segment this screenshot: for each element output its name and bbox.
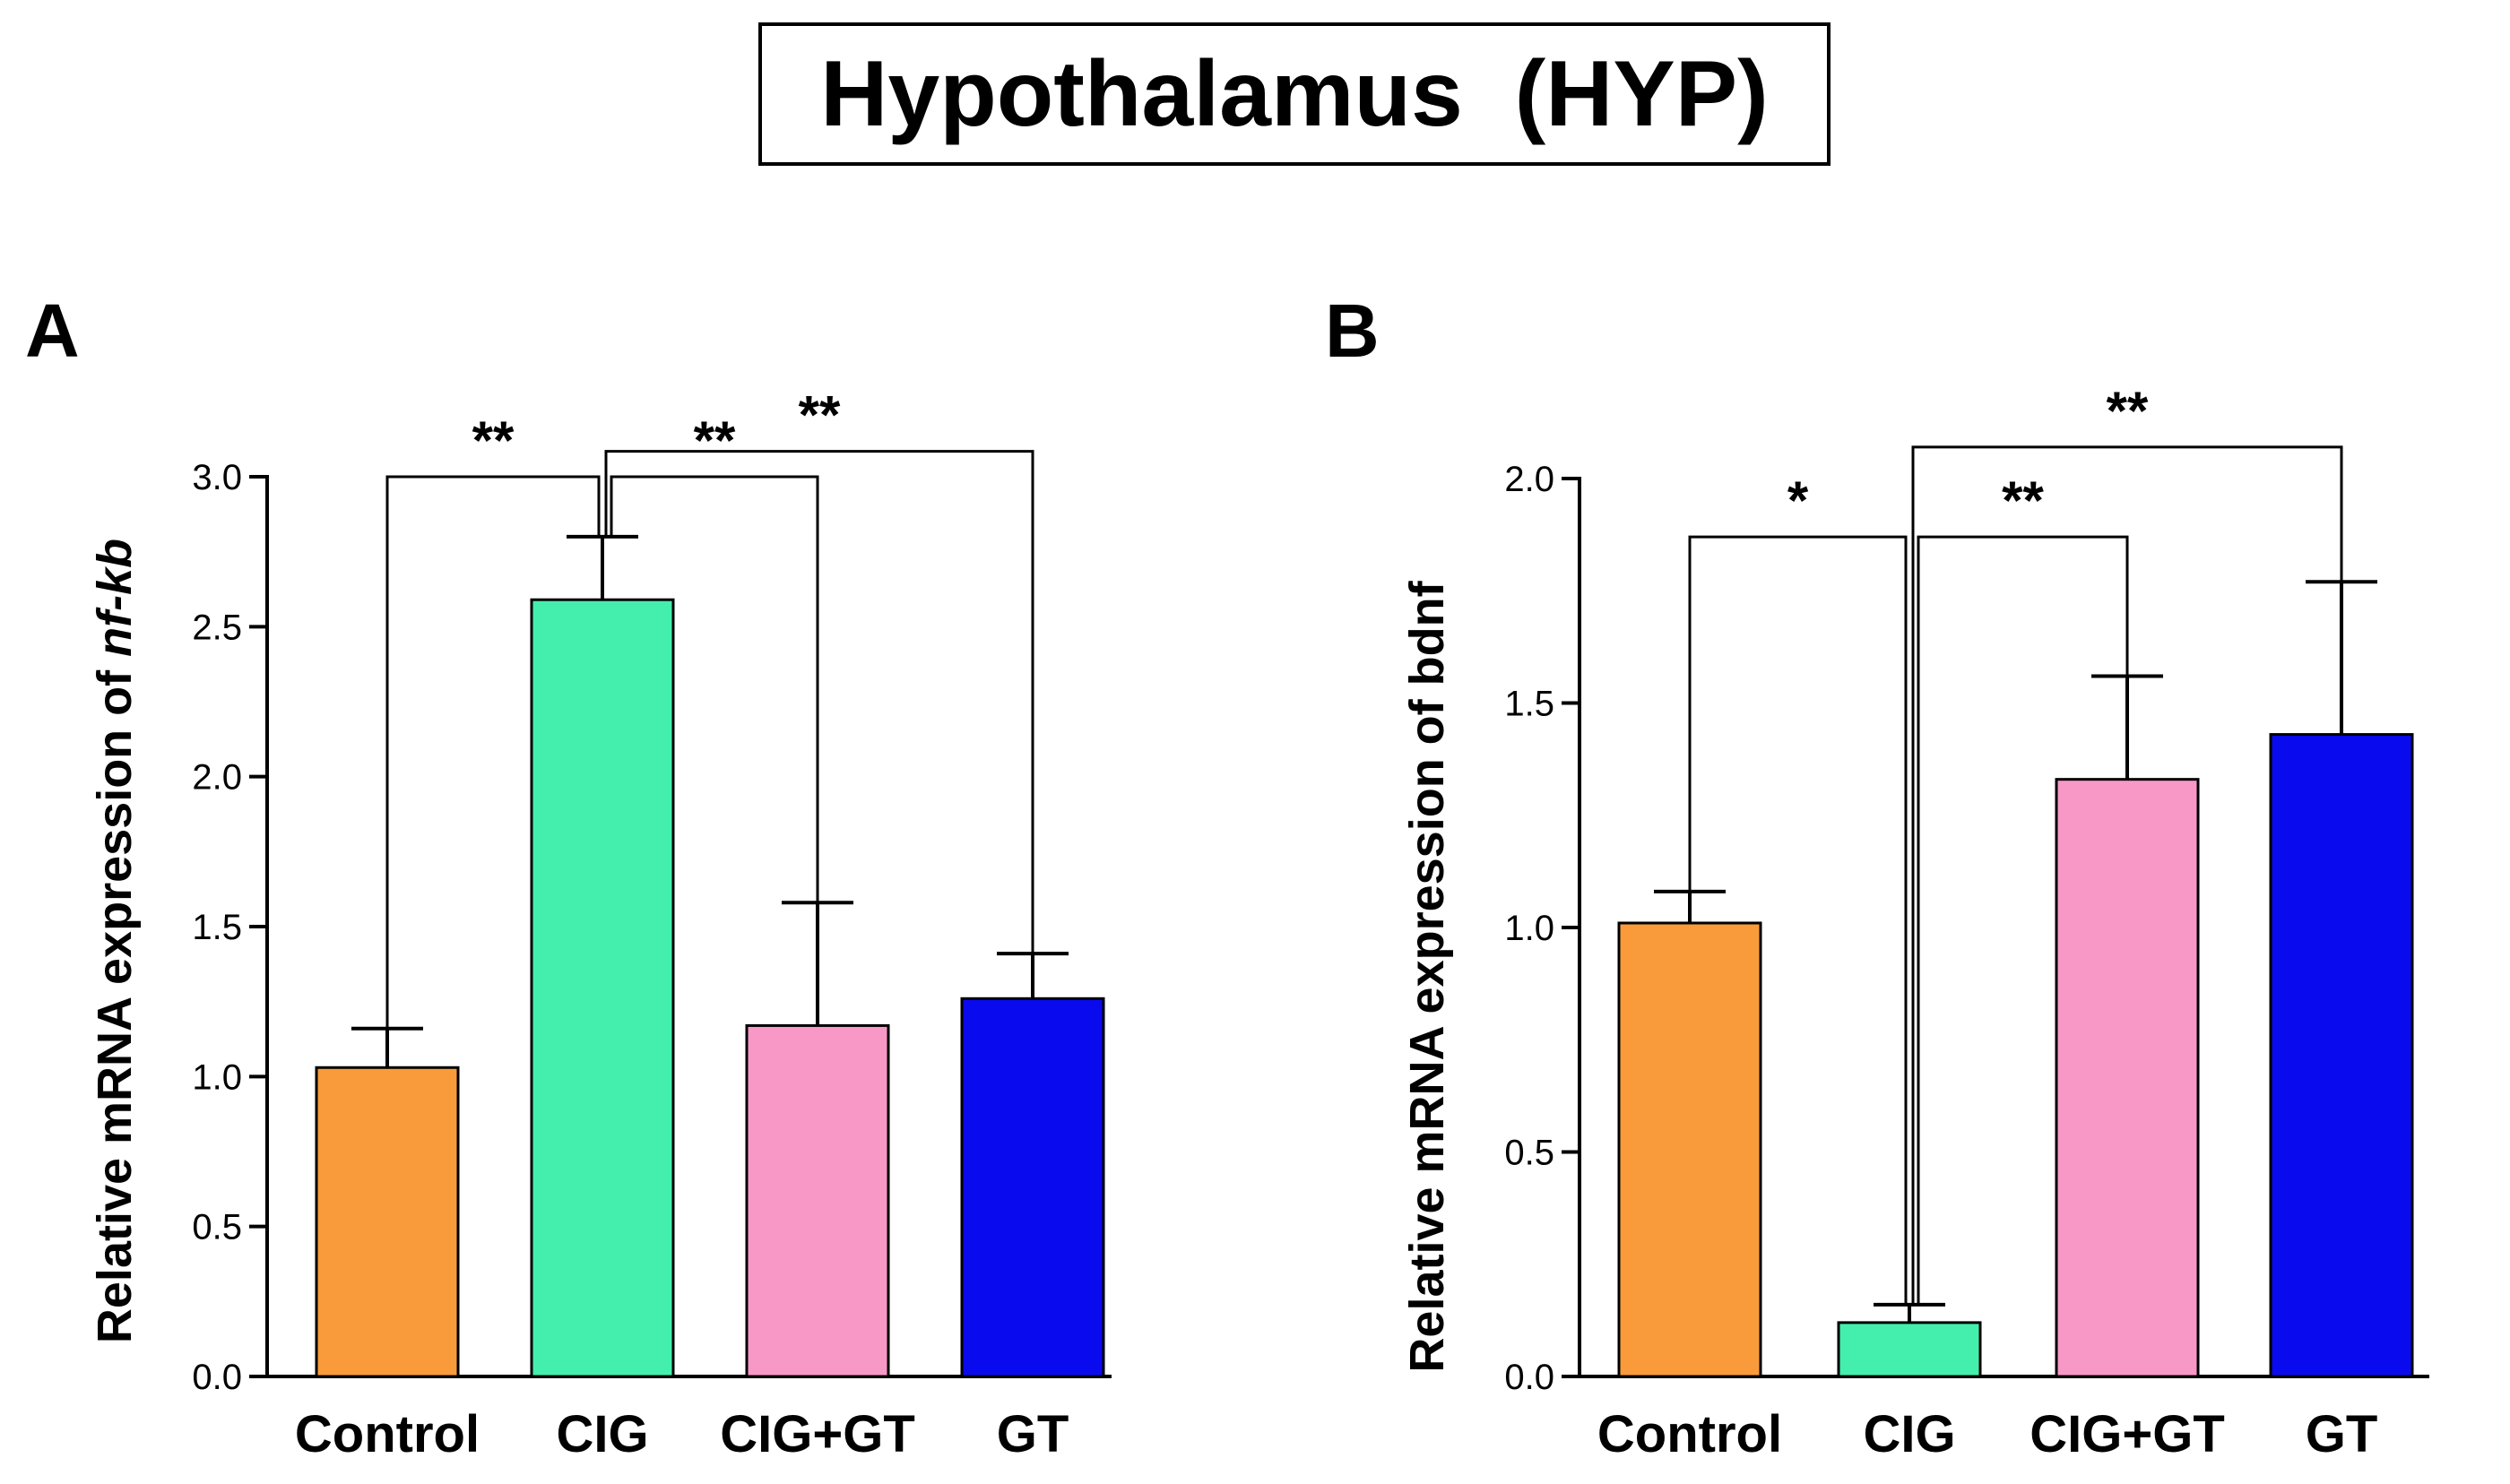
figure-title: Hypothalamus (HYP) [820, 42, 1768, 146]
panel-b-y-tick-label: 0.5 [1504, 1134, 1554, 1173]
panel-b-y-tick-label: 1.0 [1504, 909, 1554, 948]
panel-a-ylabel-gene: nf-kb [88, 539, 142, 657]
panel-b-bar-cig [1837, 1321, 1982, 1378]
panel-b-significance-label: ** [2002, 470, 2044, 531]
panel-b-y-tick-label: 2.0 [1504, 460, 1554, 499]
panel-b: B Relative mRNA expression of bdnf 0.0 0.… [1325, 289, 2429, 1463]
panel-a-bar-control [315, 1066, 460, 1378]
panel-a-bar-cig-gt [745, 1023, 890, 1378]
panel-a-letter: A [25, 289, 80, 373]
panel-b-significance-label: * [1787, 470, 1809, 531]
panel-a-bar-gt [960, 997, 1105, 1378]
panel-a-y-tick-label: 1.0 [192, 1057, 242, 1097]
panel-a-significance-label: ** [799, 385, 841, 445]
panel-a-ylabel-prefix: Relative mRNA expression of [88, 657, 142, 1343]
panel-a-significance-bracket [385, 475, 601, 1029]
panel-a-significance-bracket [610, 475, 819, 903]
panel-a-significance-bracket [604, 450, 1034, 954]
panel-a-ylabel: Relative mRNA expression of nf-kb [88, 539, 142, 1343]
panel-b-bar-control [1617, 921, 1762, 1378]
panel-b-ylabel-prefix: Relative mRNA expression of bdnf [1400, 580, 1454, 1372]
panel-a-significance-label: ** [472, 410, 515, 470]
panel-b-significance-bracket [1917, 535, 2129, 1305]
panel-a-y-tick-label: 2.0 [192, 758, 242, 798]
panel-a-category-label: Control [295, 1405, 480, 1463]
panel-b-bar-cig-gt [2055, 778, 2200, 1378]
panel-b-y-tick-label: 0.0 [1504, 1358, 1554, 1397]
panel-b-significance-bracket [1911, 445, 2343, 1305]
panel-b-category-label: GT [2306, 1405, 2378, 1463]
panel-b-significance-bracket [1688, 535, 1908, 1305]
panel-b-y-tick-label: 1.5 [1504, 685, 1554, 724]
panel-b-letter: B [1325, 289, 1380, 373]
panel-a-y-tick-label: 2.5 [192, 608, 242, 647]
panel-b-significance-label: ** [2107, 381, 2149, 441]
panel-b-category-label: Control [1597, 1405, 1782, 1463]
panel-a-y-tick-label: 0.0 [192, 1358, 242, 1397]
panel-a-y-tick-label: 3.0 [192, 458, 242, 497]
panel-a-bar-cig [530, 598, 675, 1378]
panel-a: A Relative mRNA expression of nf-kb 0.00… [25, 289, 1112, 1463]
title-box [758, 22, 1831, 166]
panel-a-category-label: CIG [556, 1405, 648, 1463]
panel-a-y-tick-label: 0.5 [192, 1208, 242, 1247]
panel-b-ylabel: Relative mRNA expression of bdnf [1400, 580, 1454, 1372]
panel-b-category-label: CIG [1863, 1405, 1955, 1463]
panel-b-category-label: CIG+GT [2030, 1405, 2225, 1463]
panel-a-category-label: CIG+GT [720, 1405, 915, 1463]
panel-a-significance-label: ** [694, 410, 736, 470]
panel-a-plot: 0.0 0.5 1.0 1.5 2.0 2.5 3.0 Control CIG CIG+GT GT *… [192, 385, 1112, 1463]
panel-a-category-label: GT [997, 1405, 1069, 1463]
panel-b-bar-gt [2269, 733, 2414, 1378]
panel-a-y-tick-label: 1.5 [192, 908, 242, 947]
